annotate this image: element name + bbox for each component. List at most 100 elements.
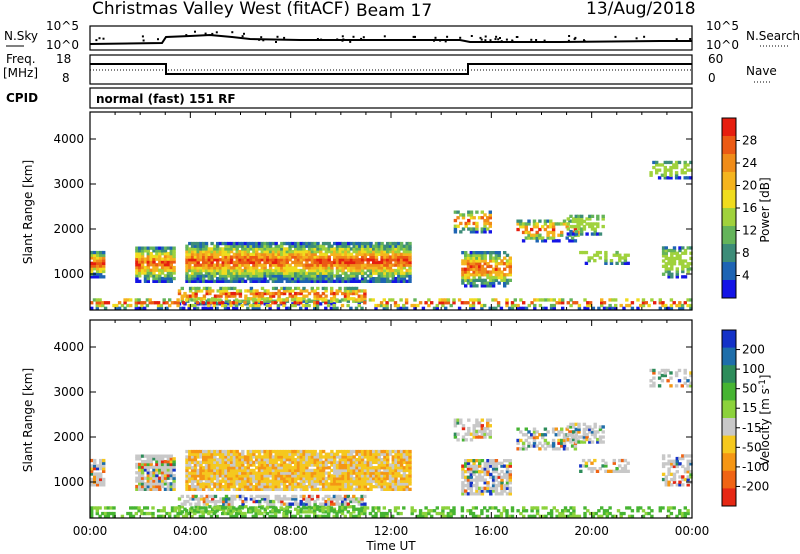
heatmap-cell xyxy=(248,303,253,308)
heatmap-cell xyxy=(615,469,619,473)
heatmap-cell xyxy=(344,250,348,254)
heatmap-cell xyxy=(461,464,465,468)
heatmap-cell xyxy=(360,466,365,470)
heatmap-cell xyxy=(305,497,309,501)
heatmap-cell xyxy=(324,274,329,278)
heatmap-cell xyxy=(313,455,317,459)
heatmap-cell xyxy=(383,260,387,265)
heatmap-cell xyxy=(349,289,353,293)
nave-label: Nave xyxy=(746,64,777,78)
heatmap-cell xyxy=(355,476,359,481)
heatmap-cell xyxy=(664,254,668,258)
heatmap-cell xyxy=(374,244,379,248)
heatmap-cell xyxy=(335,263,340,267)
heatmap-cell xyxy=(377,476,381,481)
heatmap-cell xyxy=(221,301,225,305)
heatmap-cell xyxy=(280,277,284,281)
heatmap-cell xyxy=(683,259,688,263)
heatmap-cell xyxy=(327,244,331,248)
heatmap-cell xyxy=(574,432,578,437)
heatmap-cell xyxy=(291,289,295,293)
heatmap-cell xyxy=(96,483,100,487)
heatmap-cell xyxy=(230,294,234,298)
heatmap-cell xyxy=(212,301,216,305)
heatmap-cell xyxy=(466,486,471,490)
heatmap-cell xyxy=(408,455,412,459)
heatmap-cell xyxy=(143,462,148,467)
heatmap-cell xyxy=(152,487,156,491)
heatmap-cell xyxy=(408,476,412,481)
heatmap-cell xyxy=(257,303,261,308)
heatmap-cell xyxy=(472,483,476,488)
heatmap-cell xyxy=(296,263,301,267)
heatmap-cell xyxy=(357,302,361,306)
heatmap-cell xyxy=(560,230,564,235)
heatmap-cell xyxy=(500,262,504,266)
heatmap-cell xyxy=(96,477,100,482)
heatmap-cell xyxy=(405,455,409,459)
heatmap-cell xyxy=(408,452,412,456)
heatmap-cell xyxy=(307,471,312,475)
heatmap-cell xyxy=(224,268,228,273)
heatmap-cell xyxy=(658,298,662,302)
nsearch-tick-bottom: 10^0 xyxy=(706,38,739,52)
heatmap-cell xyxy=(363,289,367,293)
heatmap-cell xyxy=(329,306,334,310)
heatmap-cell xyxy=(229,303,233,308)
heatmap-cell xyxy=(307,252,312,256)
heatmap-cell xyxy=(258,505,262,509)
heatmap-cell xyxy=(530,301,534,305)
heatmap-cell xyxy=(224,468,228,473)
heatmap-cell xyxy=(155,465,159,469)
nsky-point xyxy=(95,39,98,42)
heatmap-cell xyxy=(143,460,148,464)
heatmap-cell xyxy=(158,276,162,281)
heatmap-cell xyxy=(138,254,142,259)
heatmap-cell xyxy=(380,471,384,475)
heatmap-cell xyxy=(453,418,458,422)
heatmap-cell xyxy=(173,301,177,305)
heatmap-cell xyxy=(354,291,359,296)
heatmap-cell xyxy=(330,244,334,248)
heatmap-cell xyxy=(593,222,597,226)
heatmap-cell xyxy=(96,269,100,274)
heatmap-cell xyxy=(260,252,264,256)
heatmap-cell xyxy=(160,263,165,267)
heatmap-cell xyxy=(263,479,267,483)
heatmap-cell xyxy=(388,260,393,265)
heatmap-cell xyxy=(146,471,150,475)
heatmap-cell xyxy=(319,482,323,486)
heatmap-cell xyxy=(508,470,512,474)
heatmap-cell xyxy=(366,468,370,473)
heatmap-cell xyxy=(223,506,228,510)
heatmap-cell xyxy=(285,268,289,273)
heatmap-cell xyxy=(166,246,171,250)
heatmap-cell xyxy=(677,368,682,373)
heatmap-cell xyxy=(95,298,99,302)
heatmap-cell xyxy=(98,506,102,510)
heatmap-cell xyxy=(276,303,281,308)
heatmap-cell xyxy=(143,482,148,486)
heatmap-cell xyxy=(533,303,537,308)
heatmap-cell xyxy=(383,266,387,270)
heatmap-cell xyxy=(158,249,162,253)
heatmap-cell xyxy=(469,438,474,442)
heatmap-cell xyxy=(207,485,211,489)
heatmap-cell xyxy=(218,250,223,254)
heatmap-cell xyxy=(294,297,298,301)
heatmap-cell xyxy=(332,298,336,302)
heatmap-cell xyxy=(360,502,364,506)
heatmap-cell xyxy=(241,263,245,267)
heatmap-cell xyxy=(475,486,479,490)
heatmap-cell xyxy=(405,458,409,462)
heatmap-cell xyxy=(327,458,331,462)
heatmap-cell xyxy=(319,476,323,481)
heatmap-cell xyxy=(313,277,317,281)
heatmap-cell xyxy=(335,494,339,499)
heatmap-cell xyxy=(140,306,144,310)
heatmap-cell xyxy=(204,471,209,475)
heatmap-cell xyxy=(302,460,306,464)
heatmap-cell xyxy=(227,255,231,259)
heatmap-cell xyxy=(355,452,359,456)
heatmap-cell xyxy=(243,252,248,256)
